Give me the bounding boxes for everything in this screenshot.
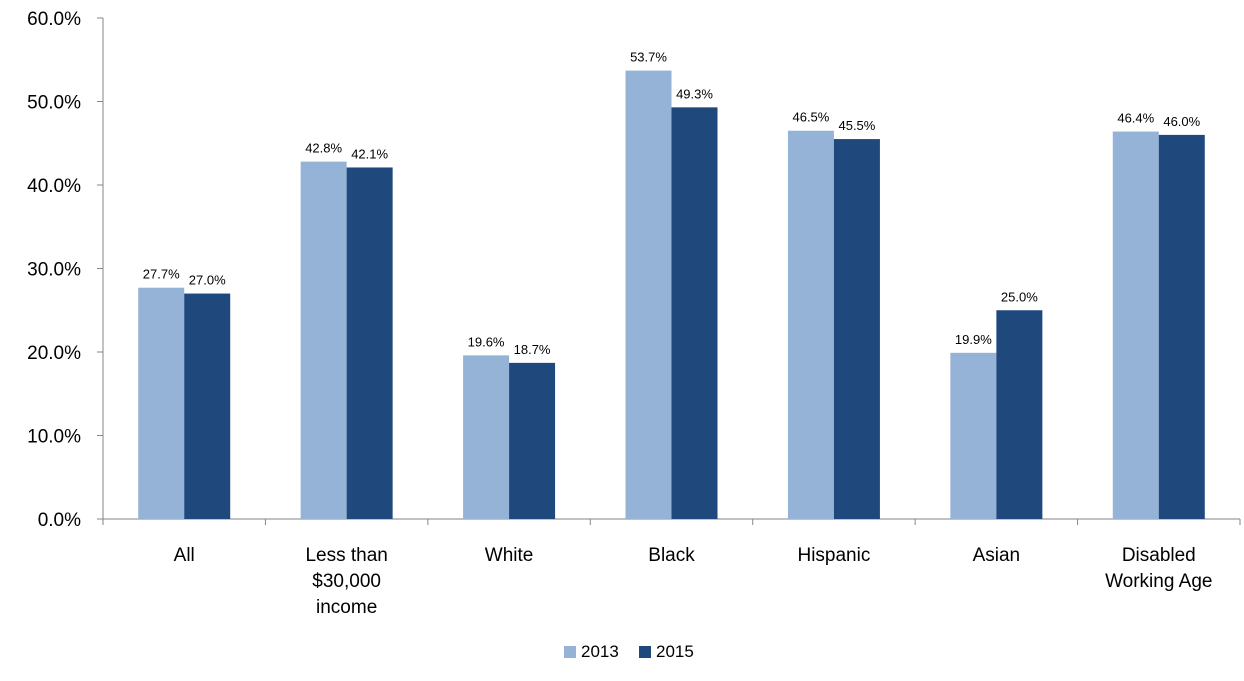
bar-2015 bbox=[346, 167, 393, 519]
y-tick-label: 20.0% bbox=[27, 343, 81, 364]
bar-2013 bbox=[950, 352, 997, 519]
x-tick-label: Less than $30,000 income bbox=[305, 545, 387, 618]
data-label: 27.0% bbox=[189, 273, 226, 288]
bar-2015 bbox=[509, 362, 556, 519]
bar-2013 bbox=[138, 287, 185, 519]
data-label: 18.7% bbox=[514, 342, 551, 357]
bar-2013 bbox=[300, 161, 347, 519]
bar-2015 bbox=[671, 107, 718, 519]
y-tick-label: 10.0% bbox=[27, 427, 81, 448]
data-label: 25.0% bbox=[1001, 289, 1038, 304]
y-tick-label: 0.0% bbox=[38, 510, 81, 531]
data-label: 42.1% bbox=[351, 146, 388, 161]
y-tick-label: 50.0% bbox=[27, 93, 81, 114]
data-label: 45.5% bbox=[838, 118, 875, 133]
data-label: 46.0% bbox=[1163, 114, 1200, 129]
legend-label: 2013 bbox=[581, 642, 619, 661]
x-tick-label: Asian bbox=[973, 545, 1021, 566]
bar-2013 bbox=[463, 355, 510, 519]
bar-2013 bbox=[625, 70, 672, 519]
data-label: 19.6% bbox=[468, 334, 505, 349]
y-tick-label: 30.0% bbox=[27, 260, 81, 281]
legend-swatch-2013 bbox=[564, 646, 576, 658]
y-tick-label: 60.0% bbox=[27, 9, 81, 30]
y-tick-label: 40.0% bbox=[27, 176, 81, 197]
bar-2013 bbox=[1112, 131, 1159, 519]
bar-2015 bbox=[184, 293, 231, 519]
x-tick-label: Hispanic bbox=[797, 545, 870, 566]
bar-2013 bbox=[787, 130, 834, 519]
bar-2015 bbox=[1158, 134, 1205, 519]
data-label: 46.4% bbox=[1117, 111, 1154, 126]
bar-2015 bbox=[996, 310, 1043, 519]
x-tick-label: All bbox=[174, 545, 195, 566]
bar-2015 bbox=[833, 139, 880, 519]
legend-label: 2015 bbox=[656, 642, 694, 661]
data-label: 53.7% bbox=[630, 50, 667, 65]
data-label: 49.3% bbox=[676, 86, 713, 101]
x-tick-label: Disabled Working Age bbox=[1105, 545, 1212, 592]
data-label: 27.7% bbox=[143, 267, 180, 282]
data-label: 19.9% bbox=[955, 332, 992, 347]
x-tick-label: White bbox=[485, 545, 534, 566]
data-label: 46.5% bbox=[792, 110, 829, 125]
x-tick-label: Black bbox=[648, 545, 695, 566]
data-label: 42.8% bbox=[305, 141, 342, 156]
legend-swatch-2015 bbox=[639, 646, 651, 658]
